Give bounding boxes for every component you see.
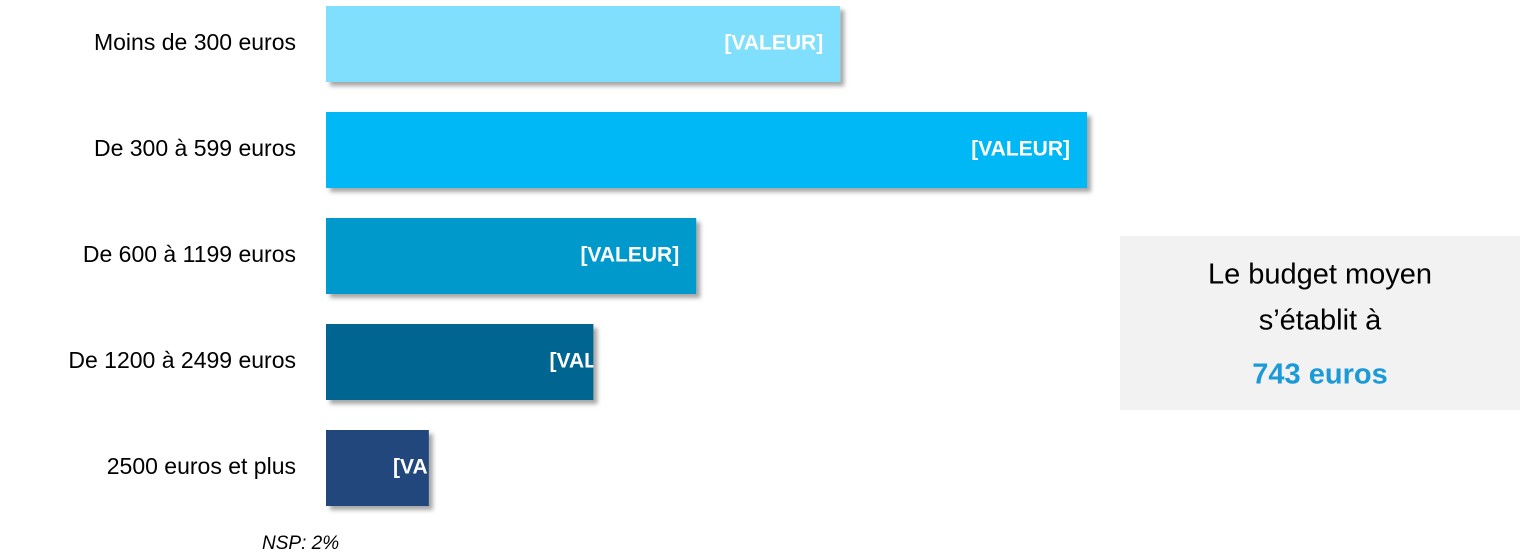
category-label: 2500 euros et plus: [107, 453, 296, 479]
bar: [326, 430, 429, 506]
note: NSP: 2%: [262, 533, 339, 554]
category-label: De 300 à 599 euros: [94, 135, 296, 161]
value-label: [VALEUR]: [724, 32, 823, 55]
bar: [326, 112, 1087, 188]
value-label: [VALEUR]: [550, 350, 649, 373]
value-label: [VALEUR]: [580, 244, 679, 267]
category-label: De 1200 à 2499 euros: [68, 347, 296, 373]
bar: [326, 324, 594, 400]
callout-line: Le budget moyen: [1208, 259, 1432, 291]
callout-highlight: 743 euros: [1252, 359, 1387, 391]
bar: [326, 6, 841, 82]
bar: [326, 218, 697, 294]
category-label: De 600 à 1199 euros: [83, 241, 296, 267]
callout-box: [1120, 236, 1520, 410]
category-label: Moins de 300 euros: [94, 29, 296, 55]
callout-line: s’établit à: [1259, 305, 1382, 337]
value-label: [VALEUR]: [393, 456, 492, 479]
value-label: [VALEUR]: [971, 138, 1070, 161]
